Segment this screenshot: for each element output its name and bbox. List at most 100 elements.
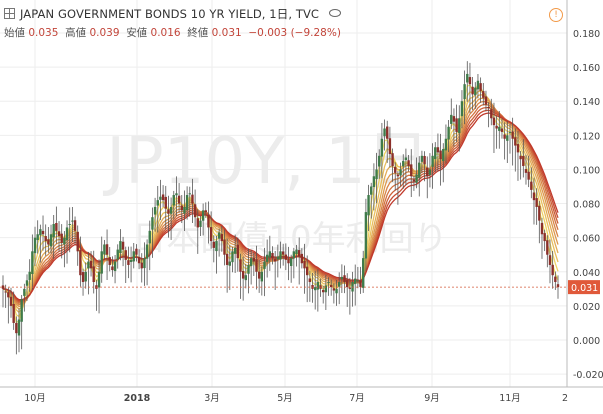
chart-header: JAPAN GOVERNMENT BONDS 10 YR YIELD, 1日, …: [4, 6, 347, 22]
candle-body: [444, 138, 448, 151]
candle-body: [180, 205, 183, 211]
candle-body: [167, 209, 170, 214]
candle-body: [527, 171, 530, 180]
candle-body: [476, 80, 480, 90]
candle-body: [156, 200, 159, 206]
candle-body: [434, 147, 437, 160]
layout-grid-icon[interactable]: [4, 8, 15, 19]
candle-body: [548, 255, 552, 265]
candle-body: [100, 251, 103, 274]
candle-body: [482, 91, 485, 98]
y-tick-label: 0.120: [573, 131, 600, 142]
candle-body: [81, 272, 85, 283]
x-tick-label: 2: [562, 393, 568, 404]
candle-body: [161, 194, 165, 201]
high-value: 0.039: [89, 27, 120, 39]
candle-body: [188, 193, 191, 195]
candle-body: [404, 157, 408, 161]
candle-body: [153, 206, 157, 215]
candle-body: [215, 241, 218, 252]
y-tick-label: 0.080: [573, 200, 600, 211]
candle-body: [402, 160, 405, 167]
x-tick-label: 7月: [349, 393, 365, 404]
candle-body: [300, 253, 304, 264]
change-value: −0.003 (−9.28%): [248, 27, 341, 39]
candle-body: [23, 288, 26, 296]
candle-body: [364, 212, 368, 259]
candle-body: [135, 248, 138, 255]
candle-body: [556, 284, 560, 288]
candle-body: [466, 73, 469, 83]
y-tick-label: 0.040: [573, 268, 600, 279]
x-tick-label: 10月: [24, 393, 46, 404]
candle-body: [204, 210, 207, 213]
candle-body: [506, 135, 509, 141]
candle-body: [44, 236, 47, 242]
candle-body: [220, 234, 223, 242]
candle-body: [175, 193, 178, 196]
candle-body: [359, 280, 362, 288]
candle-body: [111, 266, 114, 271]
candle-body: [239, 259, 242, 272]
candle-body: [124, 250, 127, 260]
candle-body: [370, 186, 373, 195]
close-value: 0.031: [211, 27, 242, 39]
info-icon[interactable]: !: [549, 8, 563, 22]
candle-body: [55, 223, 58, 231]
candle-body: [159, 196, 162, 200]
x-tick-label: 2018: [124, 393, 151, 404]
candle-body: [12, 303, 15, 323]
candle-body: [105, 244, 109, 255]
candle-body: [73, 220, 77, 231]
candle-body: [508, 131, 512, 133]
candle-body: [4, 291, 7, 293]
candle-body: [354, 278, 357, 284]
candle-body: [498, 126, 501, 131]
candle-body: [313, 287, 317, 291]
y-tick-label: 0.100: [573, 165, 600, 176]
candle-body: [108, 257, 111, 265]
candle-body: [84, 271, 87, 282]
x-tick-label: 3月: [204, 393, 220, 404]
candle-body: [49, 234, 53, 247]
candle-body: [383, 128, 386, 137]
candle-body: [474, 87, 477, 96]
candle-body: [191, 194, 194, 204]
low-value: 0.016: [150, 27, 181, 39]
candle-body: [418, 162, 421, 178]
last-price-badge: [568, 280, 600, 295]
candle-body: [471, 86, 474, 95]
candle-body: [295, 249, 298, 255]
candle-body: [276, 256, 280, 260]
candle-body: [516, 144, 520, 153]
candle-body: [151, 217, 154, 230]
candle-body: [76, 231, 79, 252]
candle-body: [121, 241, 125, 250]
candle-body: [386, 126, 389, 139]
candle-body: [530, 181, 533, 190]
candle-body: [463, 84, 466, 100]
candle-body: [410, 164, 413, 177]
candle-body: [394, 166, 397, 173]
candle-body: [231, 251, 234, 263]
candle-body: [415, 174, 418, 183]
candle-body: [426, 167, 429, 177]
candle-body: [519, 155, 522, 160]
eye-icon[interactable]: [328, 9, 341, 17]
candle-body: [442, 148, 445, 162]
candle-body: [137, 256, 141, 264]
symbol-title: JAPAN GOVERNMENT BONDS 10 YR YIELD, 1日, …: [20, 7, 320, 21]
candle-body: [335, 288, 338, 294]
y-tick-label: 0.140: [573, 97, 600, 108]
candle-body: [265, 254, 269, 262]
candle-body: [247, 264, 250, 274]
candle-body: [458, 118, 461, 133]
candle-body: [193, 204, 197, 218]
candle-body: [511, 131, 514, 139]
candle-body: [492, 117, 496, 126]
candle-body: [447, 126, 450, 140]
ohlc-readout: 始値 0.035 高値 0.039 安値 0.016 終値 0.031 −0.0…: [4, 25, 341, 40]
high-label: 高値: [65, 27, 87, 39]
